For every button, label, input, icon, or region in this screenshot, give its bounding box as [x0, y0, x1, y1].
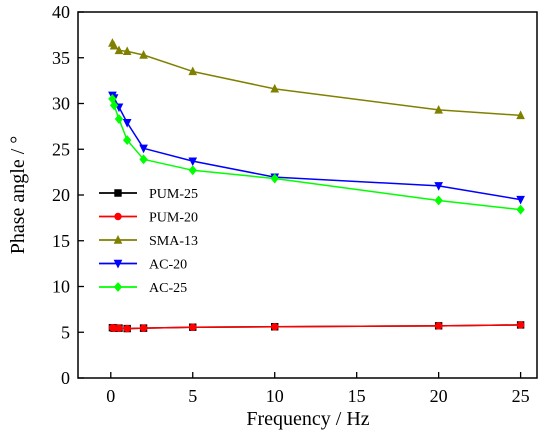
- y-axis-title: Phase angle / °: [7, 136, 29, 255]
- series-ac-20-point-5: [139, 144, 148, 154]
- series-ac-20-point-6: [188, 157, 198, 167]
- legend-label-sma-13: SMA-13: [149, 234, 198, 249]
- series-sma-13-point-9: [516, 110, 525, 120]
- legend-label-ac-25: AC-25: [149, 281, 187, 296]
- series-pum-20-point-8: [434, 322, 443, 330]
- legend-marker-pum-20-point-1: [114, 212, 122, 221]
- series-sma-13-point-2: [109, 40, 119, 50]
- y-tick-label-25: 25: [52, 139, 70, 159]
- x-axis-title: Frequency / Hz: [246, 408, 369, 430]
- x-tick-label-25: 25: [512, 386, 530, 406]
- series-ac-20: [108, 91, 525, 205]
- series-sma-13-point-7: [270, 83, 280, 93]
- series-pum-20-point-7: [271, 323, 279, 331]
- series-ac-20-point-4: [122, 119, 132, 128]
- series-pum-20: [108, 321, 525, 333]
- series-ac-25-point-4: [123, 135, 132, 146]
- series-pum-20-point-3: [115, 324, 123, 332]
- y-tick-label-30: 30: [52, 94, 70, 114]
- y-tick-label-10: 10: [52, 277, 70, 297]
- series-ac-20-point-8: [434, 182, 443, 191]
- y-tick-label-5: 5: [61, 322, 70, 342]
- plot-frame: [77, 11, 538, 379]
- series-pum-20-point-6: [189, 323, 197, 331]
- x-tick-label-0: 0: [106, 386, 115, 406]
- legend-item-pum-25: PUM-25: [99, 187, 198, 202]
- series-sma-13-point-6: [188, 66, 198, 76]
- legend-marker-ac-25-point-1: [113, 282, 123, 292]
- series-sma-13-point-3: [114, 45, 124, 55]
- legend-item-ac-25: AC-25: [99, 281, 187, 296]
- y-tick-label-0: 0: [61, 368, 70, 388]
- series-ac-25-point-5: [139, 154, 148, 165]
- legend-marker-pum-25-point-1: [114, 189, 122, 197]
- series-pum-20-point-9: [516, 321, 525, 329]
- x-tick-label-5: 5: [188, 386, 197, 406]
- legend-label-ac-20: AC-20: [149, 258, 187, 273]
- series-sma-13-point-8: [434, 104, 443, 114]
- series-line-pum-20: [111, 324, 522, 330]
- y-tick-label-20: 20: [52, 185, 70, 205]
- series-pum-20-point-5: [139, 324, 148, 332]
- series-ac-25-point-8: [434, 195, 443, 206]
- legend-item-sma-13: SMA-13: [99, 234, 198, 249]
- series-ac-25-point-2: [109, 100, 119, 111]
- series-ac-25-point-9: [516, 204, 525, 215]
- series-ac-25-point-3: [114, 114, 124, 124]
- x-tick-label-20: 20: [430, 386, 448, 406]
- series-ac-25-point-7: [270, 173, 279, 184]
- y-tick-label-40: 40: [52, 2, 70, 22]
- legend-marker-sma-13-point-1: [113, 235, 123, 244]
- series-sma-13-point-4: [122, 46, 132, 56]
- series-pum-20-point-4: [123, 324, 131, 333]
- series-ac-25: [108, 93, 525, 215]
- legend-label-pum-20: PUM-20: [149, 211, 198, 226]
- series-line-sma-13: [111, 42, 522, 117]
- legend-label-pum-25: PUM-25: [149, 187, 198, 202]
- y-tick-label-15: 15: [52, 231, 70, 251]
- legend-item-ac-20: AC-20: [99, 258, 187, 273]
- series-sma-13-point-5: [139, 50, 148, 59]
- legend-marker-ac-20-point-1: [113, 259, 123, 269]
- x-tick-label-15: 15: [348, 386, 366, 406]
- y-tick-label-35: 35: [52, 48, 70, 68]
- x-tick-label-10: 10: [266, 386, 284, 406]
- series-ac-25-point-6: [188, 165, 197, 176]
- series-sma-13: [108, 38, 525, 120]
- legend-item-pum-20: PUM-20: [99, 211, 198, 226]
- series-ac-20-point-9: [516, 195, 525, 205]
